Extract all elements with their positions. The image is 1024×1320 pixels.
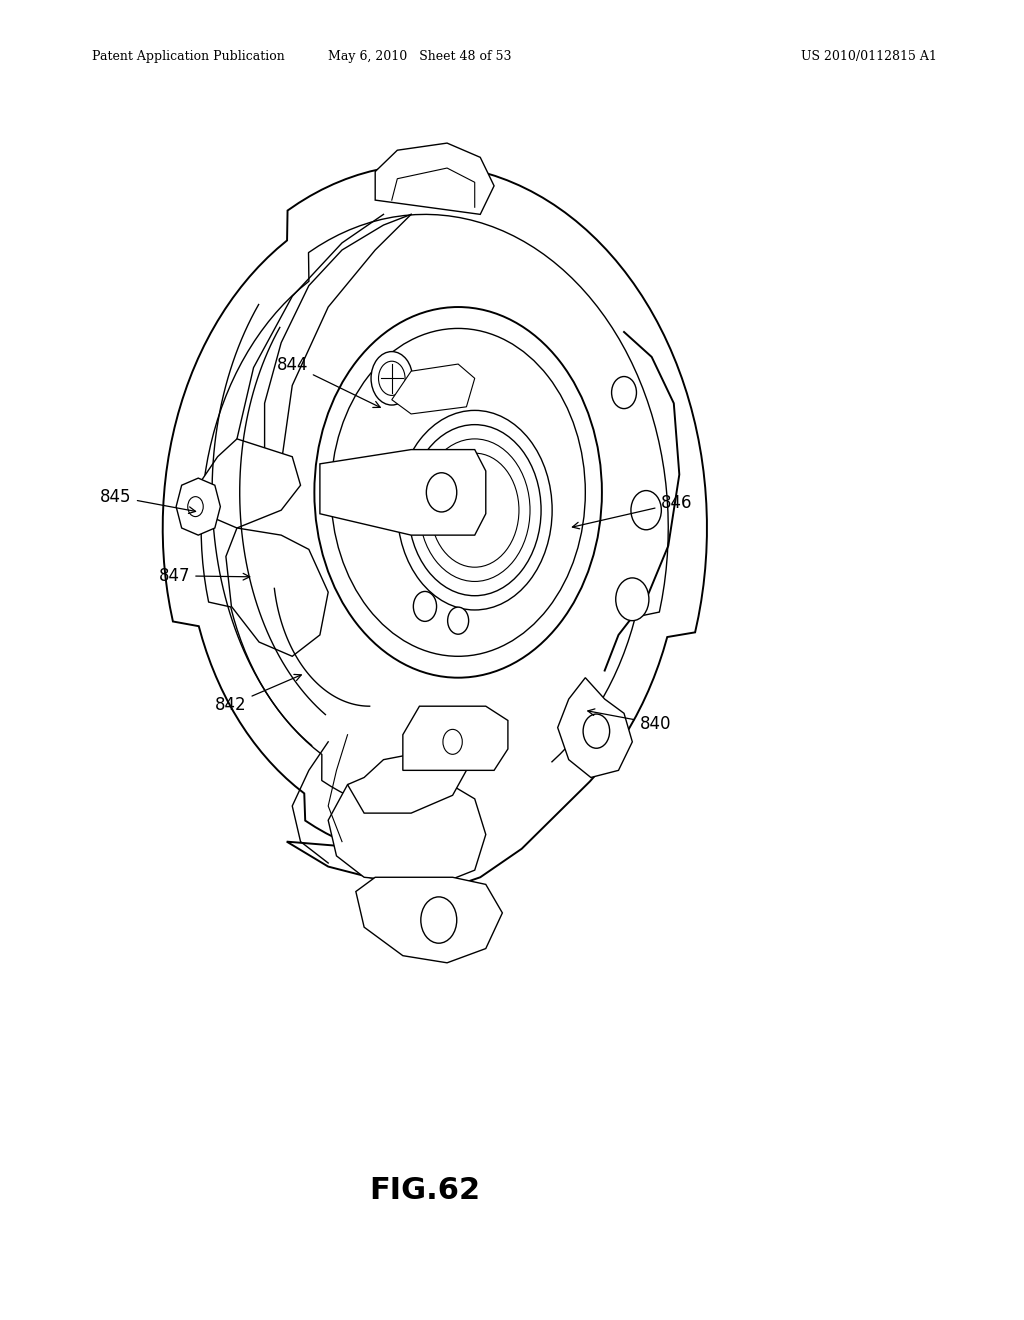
- Polygon shape: [226, 528, 328, 656]
- Circle shape: [187, 496, 203, 516]
- Text: 846: 846: [572, 494, 692, 529]
- Text: May 6, 2010   Sheet 48 of 53: May 6, 2010 Sheet 48 of 53: [328, 50, 512, 63]
- Circle shape: [409, 425, 541, 595]
- Polygon shape: [319, 450, 485, 535]
- Text: US 2010/0112815 A1: US 2010/0112815 A1: [801, 50, 937, 63]
- Text: 842: 842: [215, 675, 301, 714]
- Circle shape: [611, 376, 637, 409]
- Circle shape: [421, 896, 457, 944]
- Polygon shape: [347, 748, 466, 813]
- Text: 840: 840: [588, 709, 672, 733]
- Circle shape: [414, 591, 436, 622]
- Circle shape: [397, 411, 552, 610]
- Polygon shape: [392, 364, 475, 414]
- Text: 845: 845: [100, 487, 196, 513]
- Text: 847: 847: [159, 566, 250, 585]
- Circle shape: [443, 730, 462, 754]
- Polygon shape: [558, 677, 632, 777]
- Circle shape: [379, 362, 406, 396]
- Polygon shape: [402, 706, 508, 771]
- Polygon shape: [328, 777, 485, 884]
- Polygon shape: [176, 478, 220, 535]
- Text: FIG.62: FIG.62: [370, 1176, 480, 1205]
- Polygon shape: [199, 438, 301, 528]
- Polygon shape: [356, 878, 503, 962]
- Polygon shape: [163, 165, 707, 891]
- Text: 844: 844: [276, 355, 380, 408]
- Polygon shape: [375, 143, 494, 214]
- Circle shape: [420, 438, 530, 581]
- Circle shape: [426, 473, 457, 512]
- Circle shape: [331, 329, 586, 656]
- Circle shape: [430, 453, 519, 568]
- Circle shape: [314, 308, 602, 677]
- Circle shape: [447, 607, 469, 634]
- Circle shape: [583, 714, 609, 748]
- Circle shape: [371, 351, 413, 405]
- Circle shape: [631, 491, 662, 529]
- Text: Patent Application Publication: Patent Application Publication: [92, 50, 285, 63]
- Circle shape: [615, 578, 649, 620]
